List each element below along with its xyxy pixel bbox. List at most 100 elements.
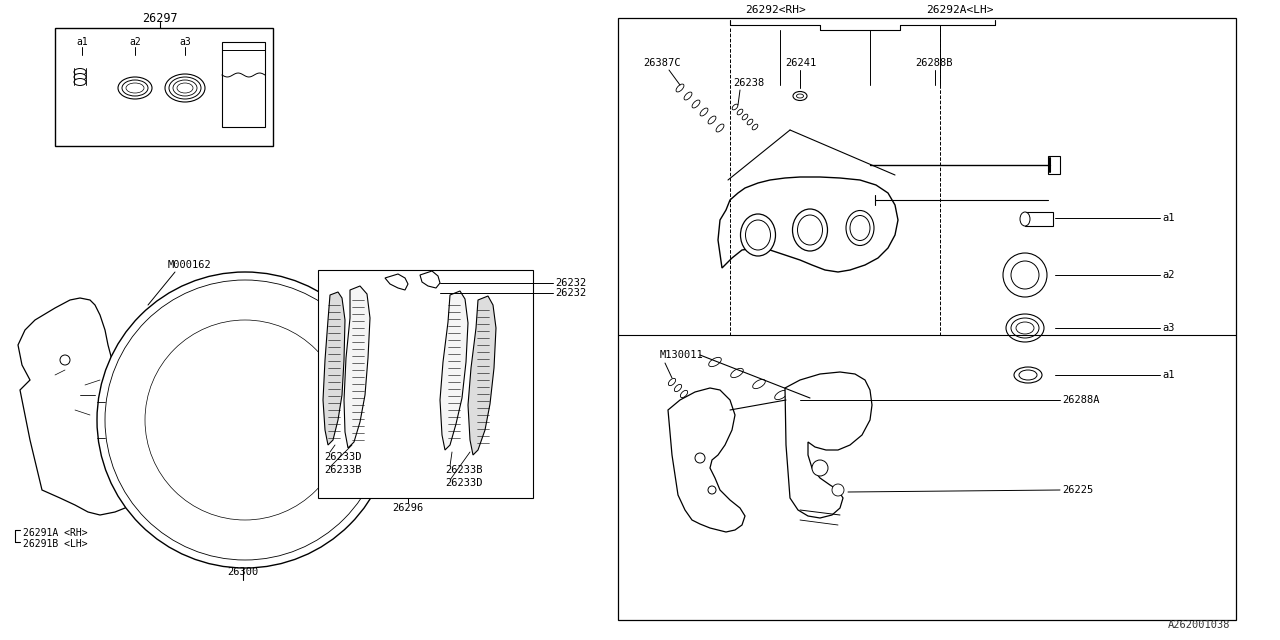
Ellipse shape bbox=[169, 77, 201, 99]
Ellipse shape bbox=[118, 77, 152, 99]
Circle shape bbox=[60, 355, 70, 365]
Ellipse shape bbox=[1020, 212, 1030, 226]
Polygon shape bbox=[668, 388, 745, 532]
Ellipse shape bbox=[700, 108, 708, 116]
Text: a2: a2 bbox=[129, 37, 141, 47]
Bar bbox=[55, 28, 273, 146]
Polygon shape bbox=[718, 177, 899, 272]
Text: a1: a1 bbox=[76, 37, 88, 47]
Ellipse shape bbox=[74, 68, 86, 76]
Ellipse shape bbox=[732, 104, 737, 110]
Circle shape bbox=[1004, 253, 1047, 297]
Ellipse shape bbox=[125, 83, 145, 93]
Text: a2: a2 bbox=[1162, 270, 1175, 280]
Ellipse shape bbox=[797, 215, 823, 245]
Polygon shape bbox=[440, 291, 468, 450]
Ellipse shape bbox=[737, 109, 742, 115]
Circle shape bbox=[187, 362, 303, 478]
Text: 26297: 26297 bbox=[142, 12, 178, 24]
Ellipse shape bbox=[709, 357, 722, 367]
Ellipse shape bbox=[774, 390, 787, 399]
Ellipse shape bbox=[692, 100, 700, 108]
Ellipse shape bbox=[708, 116, 716, 124]
Polygon shape bbox=[344, 286, 370, 448]
Text: 26233B: 26233B bbox=[445, 465, 483, 475]
Ellipse shape bbox=[74, 74, 86, 81]
Ellipse shape bbox=[173, 80, 197, 96]
Ellipse shape bbox=[753, 124, 758, 130]
Ellipse shape bbox=[742, 114, 748, 120]
Ellipse shape bbox=[850, 216, 870, 241]
Text: 26288B: 26288B bbox=[915, 58, 952, 68]
Ellipse shape bbox=[675, 385, 682, 392]
Text: 26232: 26232 bbox=[556, 278, 586, 288]
Ellipse shape bbox=[1011, 318, 1039, 338]
Circle shape bbox=[205, 380, 285, 460]
Text: A262001038: A262001038 bbox=[1167, 620, 1230, 630]
Circle shape bbox=[306, 435, 320, 449]
Text: a3: a3 bbox=[179, 37, 191, 47]
Ellipse shape bbox=[122, 80, 148, 96]
Circle shape bbox=[196, 355, 210, 369]
Circle shape bbox=[238, 485, 252, 499]
Bar bbox=[1025, 212, 1053, 226]
Ellipse shape bbox=[681, 390, 687, 397]
Circle shape bbox=[812, 460, 828, 476]
Text: 26296: 26296 bbox=[393, 503, 424, 513]
Ellipse shape bbox=[1014, 367, 1042, 383]
Polygon shape bbox=[785, 372, 872, 518]
Ellipse shape bbox=[686, 396, 694, 404]
Polygon shape bbox=[385, 274, 408, 290]
Circle shape bbox=[105, 280, 385, 560]
Text: a1: a1 bbox=[1162, 370, 1175, 380]
Text: 26233D: 26233D bbox=[324, 452, 361, 462]
Text: 26291A <RH>: 26291A <RH> bbox=[23, 528, 87, 538]
Bar bbox=[1048, 156, 1060, 174]
Text: 26288A: 26288A bbox=[1062, 395, 1100, 405]
Ellipse shape bbox=[1006, 314, 1044, 342]
Ellipse shape bbox=[741, 214, 776, 256]
Polygon shape bbox=[468, 296, 497, 455]
Text: 26292A<LH>: 26292A<LH> bbox=[927, 5, 993, 15]
Polygon shape bbox=[420, 271, 440, 288]
Text: 26291B <LH>: 26291B <LH> bbox=[23, 539, 87, 549]
Ellipse shape bbox=[794, 92, 806, 100]
Text: 26387C: 26387C bbox=[643, 58, 681, 68]
Ellipse shape bbox=[792, 209, 827, 251]
Circle shape bbox=[169, 435, 183, 449]
Polygon shape bbox=[323, 292, 346, 445]
Text: M000162: M000162 bbox=[168, 260, 211, 270]
Ellipse shape bbox=[177, 83, 193, 93]
Text: 26233D: 26233D bbox=[445, 478, 483, 488]
Ellipse shape bbox=[846, 211, 874, 246]
Ellipse shape bbox=[684, 92, 692, 100]
Ellipse shape bbox=[668, 378, 676, 386]
Ellipse shape bbox=[753, 380, 765, 388]
Ellipse shape bbox=[716, 124, 724, 132]
Circle shape bbox=[695, 453, 705, 463]
Ellipse shape bbox=[74, 79, 86, 86]
Circle shape bbox=[708, 486, 716, 494]
Ellipse shape bbox=[748, 119, 753, 125]
Polygon shape bbox=[18, 298, 157, 515]
Bar bbox=[618, 18, 1236, 620]
Ellipse shape bbox=[796, 94, 804, 98]
Ellipse shape bbox=[676, 84, 684, 92]
Ellipse shape bbox=[731, 369, 744, 378]
Circle shape bbox=[145, 320, 346, 520]
Ellipse shape bbox=[1019, 370, 1037, 380]
Text: 26300: 26300 bbox=[228, 567, 259, 577]
Circle shape bbox=[832, 484, 844, 496]
Bar bbox=[317, 270, 532, 498]
Ellipse shape bbox=[1016, 322, 1034, 334]
Bar bbox=[221, 42, 265, 127]
Circle shape bbox=[97, 272, 393, 568]
Text: 26238: 26238 bbox=[733, 78, 764, 88]
Circle shape bbox=[280, 355, 294, 369]
Text: M130011: M130011 bbox=[660, 350, 704, 360]
Text: 26232: 26232 bbox=[556, 288, 586, 298]
Circle shape bbox=[1011, 261, 1039, 289]
Text: a1: a1 bbox=[1162, 213, 1175, 223]
Text: 26241: 26241 bbox=[785, 58, 817, 68]
Ellipse shape bbox=[745, 220, 771, 250]
